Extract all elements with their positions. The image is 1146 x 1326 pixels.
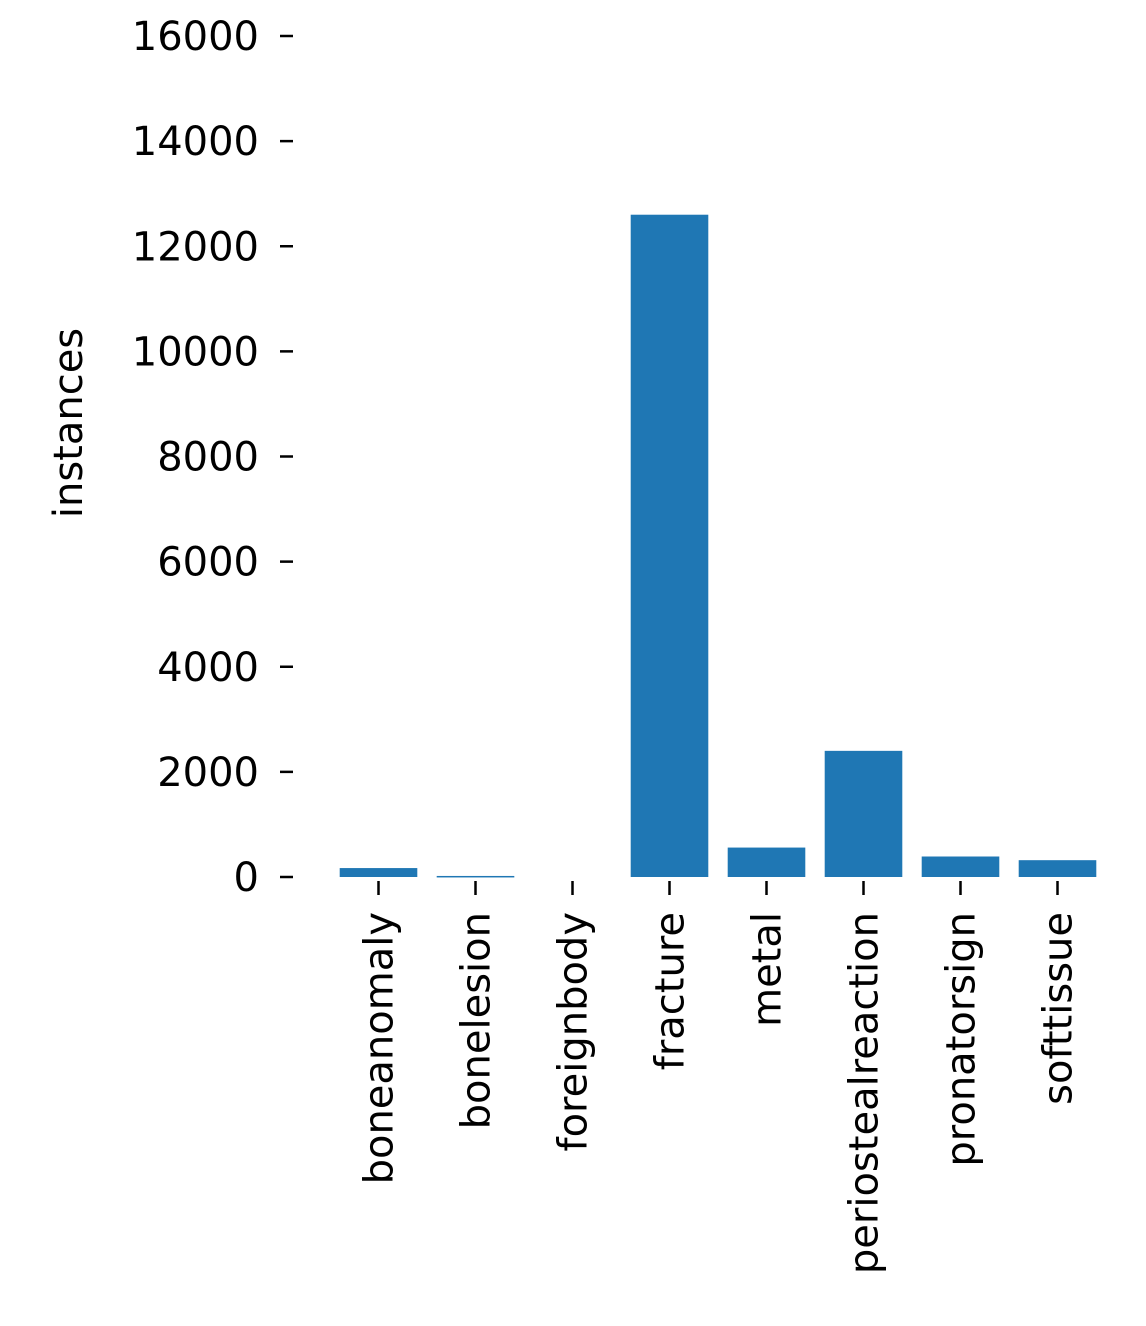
bar-softtissue — [1018, 860, 1097, 877]
y-axis-label: instances — [46, 328, 92, 518]
x-tick-label: pronatorsign — [939, 912, 985, 1167]
y-axis: 0 2000 4000 6000 8000 10000 12000 14000 16000 — [132, 14, 293, 901]
y-tick-label: 10000 — [132, 329, 259, 375]
x-tick-label: metal — [745, 912, 791, 1027]
x-tick-label: fracture — [648, 912, 694, 1070]
y-tick-label: 4000 — [157, 645, 259, 691]
bar-pronatorsign — [921, 856, 1000, 877]
y-tick-label: 6000 — [157, 540, 259, 586]
y-tick-label: 14000 — [132, 119, 259, 165]
x-tick-label: boneanomaly — [357, 912, 403, 1184]
bar-bonelesion — [436, 875, 515, 878]
y-tick-label: 8000 — [157, 435, 259, 481]
bars — [339, 214, 1097, 878]
bar-periostealreaction — [824, 750, 903, 877]
x-axis: boneanomaly bonelesion foreignbody fracture… — [357, 881, 1082, 1274]
y-tick-label: 12000 — [132, 224, 259, 270]
bar-metal — [727, 847, 806, 877]
x-tick-label: bonelesion — [454, 912, 500, 1129]
x-tick-label: softtissue — [1036, 912, 1082, 1105]
bar-fracture — [630, 214, 709, 877]
x-tick-label: periostealreaction — [842, 912, 888, 1274]
y-tick-label: 2000 — [157, 750, 259, 796]
bar-boneanomaly — [339, 868, 418, 877]
y-tick-label: 16000 — [132, 14, 259, 60]
y-tick-label: 0 — [234, 855, 259, 901]
x-tick-label: foreignbody — [551, 912, 597, 1152]
